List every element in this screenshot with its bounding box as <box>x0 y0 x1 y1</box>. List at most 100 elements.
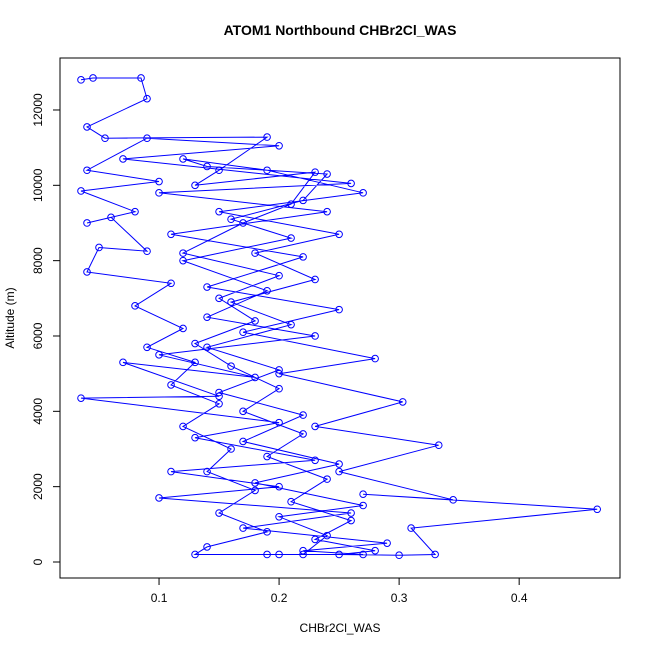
data-point <box>215 399 223 408</box>
data-point <box>227 215 235 224</box>
data-point <box>179 155 187 163</box>
data-point <box>323 170 331 178</box>
y-tick-label: 4000 <box>31 398 45 425</box>
x-tick-label: 0.3 <box>391 591 408 605</box>
data-point <box>77 187 85 195</box>
data-point <box>251 373 259 382</box>
data-point <box>77 394 85 402</box>
data-point <box>347 179 355 188</box>
data-point <box>215 166 223 175</box>
data-point <box>203 313 211 321</box>
data-point <box>83 219 91 227</box>
data-point <box>383 539 391 547</box>
data-point <box>335 460 343 468</box>
data-point <box>311 422 319 431</box>
data-point <box>398 398 407 406</box>
data-point <box>311 275 319 284</box>
data-point <box>83 123 91 131</box>
data-point <box>275 271 283 280</box>
data-point <box>155 494 163 502</box>
data-point <box>143 247 151 256</box>
y-tick-label: 6000 <box>31 322 45 349</box>
data-point <box>311 456 319 465</box>
y-axis-label: Altitude (m) <box>3 287 17 348</box>
data-point <box>83 268 91 276</box>
data-point <box>275 482 283 491</box>
data-point <box>347 509 355 517</box>
data-point <box>155 189 163 197</box>
data-point <box>335 230 343 239</box>
data-point <box>407 524 415 532</box>
data-point <box>155 177 163 186</box>
data-point <box>119 155 127 163</box>
data-point <box>335 550 343 559</box>
chart-title: ATOM1 Northbound CHBr2Cl_WAS <box>224 22 457 38</box>
data-point <box>593 505 601 514</box>
data-point <box>179 422 187 431</box>
data-point <box>359 189 367 197</box>
data-point <box>275 384 283 393</box>
y-tick-label: 2000 <box>31 473 45 500</box>
data-point <box>131 207 139 216</box>
data-point <box>203 343 211 352</box>
data-point <box>311 168 319 176</box>
data-point <box>275 418 283 427</box>
x-tick-label: 0.1 <box>151 591 168 605</box>
data-point <box>263 133 271 141</box>
data-point <box>275 550 283 559</box>
data-point <box>203 162 211 171</box>
data-point <box>299 196 307 205</box>
data-point <box>335 467 343 476</box>
data-point <box>299 430 307 438</box>
data-point <box>287 234 295 242</box>
data-point <box>275 369 283 378</box>
x-tick-label: 0.4 <box>511 591 528 605</box>
data-point <box>227 362 235 370</box>
data-point <box>137 74 145 82</box>
data-point <box>311 332 319 340</box>
data-point <box>95 243 103 252</box>
data-point <box>83 166 91 175</box>
data-point <box>323 531 331 540</box>
data-point <box>167 381 175 389</box>
data-point <box>227 298 235 306</box>
data-point <box>359 550 367 559</box>
data-point <box>359 501 367 510</box>
data-point <box>203 283 211 291</box>
data-point <box>179 256 187 265</box>
data-point <box>347 516 355 525</box>
data-point <box>263 528 271 536</box>
x-tick-label: 0.2 <box>271 591 288 605</box>
data-point <box>227 445 235 453</box>
data-point <box>251 479 259 487</box>
data-point <box>143 343 151 352</box>
data-point <box>449 496 457 504</box>
data-point <box>191 181 199 190</box>
data-point <box>251 317 259 325</box>
data-point <box>107 213 115 222</box>
data-point <box>215 509 223 517</box>
data-point <box>251 249 259 257</box>
data-point <box>167 467 175 476</box>
data-point <box>275 366 283 374</box>
data-point <box>299 550 307 559</box>
data-point <box>179 324 187 333</box>
data-point <box>275 512 283 521</box>
data-point <box>431 550 439 559</box>
data-point <box>239 524 247 532</box>
data-point <box>143 134 151 143</box>
data-point <box>191 339 199 348</box>
data-point <box>215 388 223 397</box>
plot-frame <box>59 57 621 579</box>
data-point <box>89 74 97 82</box>
data-point <box>191 433 199 442</box>
data-point <box>215 207 223 216</box>
data-point <box>143 94 151 103</box>
y-tick-label: 12000 <box>31 93 45 127</box>
data-point <box>287 497 295 506</box>
data-point <box>167 279 175 288</box>
data-point <box>155 351 163 359</box>
data-point <box>335 305 343 314</box>
data-point <box>323 475 331 483</box>
